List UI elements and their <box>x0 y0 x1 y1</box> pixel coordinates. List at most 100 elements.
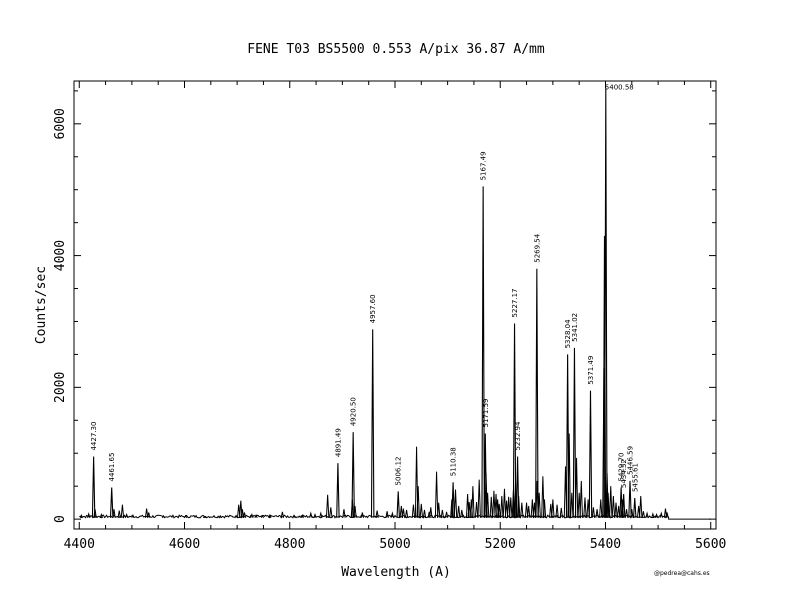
spectrum-line <box>509 497 513 518</box>
spectrum-line <box>375 510 379 518</box>
spectrum-line <box>309 511 313 518</box>
spectrum-peak <box>565 354 570 518</box>
spectrum-line <box>492 490 496 518</box>
spectrum-line <box>183 514 188 519</box>
spectrum-line <box>120 504 125 518</box>
spectrum-peak <box>336 463 340 518</box>
spectrum-peak <box>604 87 608 518</box>
spectrum-line <box>570 492 574 518</box>
spectrum-peak <box>91 456 96 518</box>
spectrum-line <box>411 504 416 518</box>
spectrum-peak <box>370 329 375 518</box>
peak-label: 5171.59 <box>482 399 490 428</box>
spectrum-peak <box>588 390 593 518</box>
peak-label: 5341.02 <box>571 313 579 342</box>
peak-label: 5006.12 <box>395 456 403 485</box>
spectrum-peak <box>351 432 355 518</box>
spectrum-line <box>497 503 501 518</box>
spectrum-peak <box>619 487 623 518</box>
spectrum-line <box>530 499 535 518</box>
spectrum-baseline <box>79 514 711 520</box>
spectrum-line <box>422 509 427 518</box>
spectrum-line <box>591 507 596 518</box>
spectrum-line <box>524 502 529 518</box>
spectrum-line <box>641 511 646 518</box>
spectrum-line <box>260 514 265 519</box>
spectrum-line <box>477 479 481 518</box>
spectrum-line <box>651 512 655 518</box>
spectrum-line <box>542 499 547 518</box>
spectrum-line <box>665 512 669 518</box>
spectrum-line <box>502 488 507 518</box>
spectrum-line <box>161 514 166 519</box>
spectrum-peak <box>628 480 632 518</box>
peak-label: 4461.65 <box>108 453 116 482</box>
y-axis-label: Counts/sec <box>34 266 49 344</box>
spectrum-peak <box>396 491 400 518</box>
spectrum-line <box>280 511 285 518</box>
peak-label: 5328.04 <box>564 319 572 348</box>
y-tick-label: 0 <box>53 515 68 523</box>
spectrum-line <box>342 509 346 518</box>
spectrum-line <box>616 505 621 518</box>
x-tick-label: 5000 <box>379 537 410 552</box>
y-tick-label: 4000 <box>53 240 68 271</box>
x-tick-label: 4400 <box>64 537 95 552</box>
chart-title: FENE T03 BS5500 0.553 A/pix 36.87 A/mm <box>247 42 545 57</box>
spectrum-line <box>360 512 365 518</box>
spectrum-line <box>559 507 563 518</box>
peak-label: 5446.59 <box>627 446 635 475</box>
peak-label: 4891.49 <box>334 428 342 457</box>
spectrum-line <box>659 511 663 518</box>
spectrum-line <box>489 496 493 518</box>
spectrum-peak <box>515 456 520 518</box>
spectrum-peak <box>633 498 637 518</box>
spectrum-peak <box>621 494 626 518</box>
peak-label: 5227.17 <box>511 288 519 317</box>
spectrum-peak <box>451 482 455 518</box>
spectrum-peak <box>109 487 114 518</box>
spectrum-line <box>419 503 424 518</box>
tick-labels: 4400 4600 4800 5000 5200 5400 5600 0 2000 4000 600… <box>53 108 726 552</box>
spectrum-line <box>624 509 629 518</box>
spectrum-line <box>300 513 305 519</box>
spectrum-line <box>242 512 247 518</box>
spectrum-peak <box>512 323 517 518</box>
spectrum-line <box>268 513 272 519</box>
spectrum-line <box>147 512 151 518</box>
spectrum-line <box>654 513 659 518</box>
spectrum-line <box>240 509 245 518</box>
spectrum-line <box>385 511 389 518</box>
y-tick-label: 6000 <box>53 108 68 139</box>
peak-label: 4957.60 <box>369 294 377 323</box>
spectrum-line <box>526 505 531 518</box>
x-tick-label: 5600 <box>695 537 726 552</box>
spectrum-line <box>124 513 129 518</box>
spectrum-line <box>611 496 616 518</box>
spectrum-line <box>390 511 395 518</box>
spectrum-line <box>329 507 333 518</box>
spectrum-line <box>313 513 317 518</box>
spectrum-line <box>551 499 555 518</box>
spectrum-line <box>79 513 84 519</box>
spectrum-line <box>429 507 433 518</box>
spectrum-line <box>500 496 504 518</box>
spectrum-line <box>87 512 91 518</box>
spectrum-line <box>460 509 464 518</box>
peak-label: 5167.49 <box>480 151 488 180</box>
spectrum-line <box>319 511 323 518</box>
spectrum-line <box>639 496 643 518</box>
spectrum-line <box>614 502 618 518</box>
spectrum-line <box>399 505 404 518</box>
spectrum-peak <box>572 347 577 518</box>
spectrum-line <box>471 486 475 518</box>
x-tick-label: 4600 <box>169 537 200 552</box>
peak-label: 5434.52 <box>620 459 628 488</box>
peak-label: 5429.70 <box>618 453 626 482</box>
credit-text: @pedrea@cahs.es <box>654 570 710 577</box>
spectrum-line <box>579 480 583 518</box>
axis-ticks <box>74 81 716 529</box>
spectrum-line <box>434 471 439 518</box>
spectrum-line <box>254 513 258 519</box>
spectrum-peak <box>483 433 488 518</box>
